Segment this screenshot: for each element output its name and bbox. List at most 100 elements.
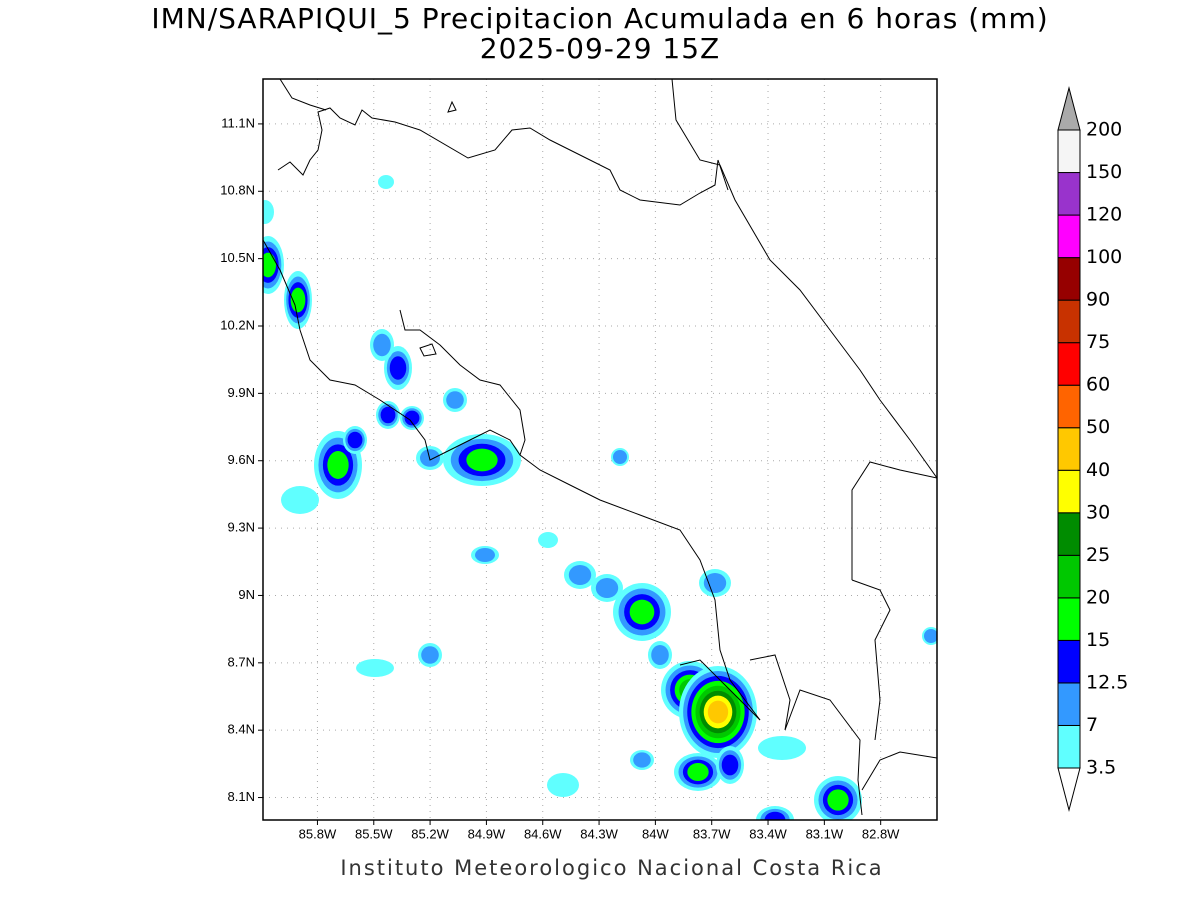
x-tick-label: 83.1W [806, 826, 844, 841]
x-tick-label: 84.6W [524, 826, 562, 841]
precip-cell [721, 754, 739, 776]
colorbar-box [1057, 597, 1081, 641]
colorbar-label: 3.5 [1086, 757, 1116, 779]
precip-cell [327, 451, 349, 479]
precip-cell [475, 548, 495, 562]
coastline [851, 579, 891, 741]
x-tick-label: 84W [642, 826, 669, 841]
precip-cell [758, 736, 806, 760]
y-tick-label: 10.5N [220, 250, 255, 265]
colorbar-label: 12.5 [1086, 671, 1128, 693]
colorbar-label: 150 [1086, 161, 1122, 183]
precip-cell [687, 763, 709, 781]
grid [258, 79, 937, 825]
precip-cell [373, 333, 391, 357]
coastlines [263, 79, 937, 816]
colorbar-label: 75 [1086, 331, 1110, 353]
x-tick-label: 85.5W [355, 826, 393, 841]
colorbar-box [1057, 257, 1081, 301]
precip-cell [538, 532, 558, 548]
y-tick-label: 10.8N [220, 183, 255, 198]
colorbar-label: 120 [1086, 204, 1122, 226]
precip-cell [613, 450, 627, 464]
y-tick-label: 8.4N [228, 722, 255, 737]
precip-cell [568, 565, 592, 585]
y-tick-label: 9.9N [228, 385, 255, 400]
colorbar-box [1057, 554, 1081, 599]
precip-cell [547, 773, 579, 797]
precip-cell [281, 486, 319, 514]
coastline [399, 309, 526, 456]
coastline [263, 239, 761, 721]
colorbar-label: 40 [1086, 459, 1110, 481]
title: IMN/SARAPIQUI_5 Precipitacion Acumulada … [151, 2, 1048, 35]
colorbar-label: 60 [1086, 374, 1110, 396]
lake [419, 343, 437, 357]
coastline [861, 751, 937, 791]
precip-cell [633, 752, 651, 768]
precip-cell [651, 645, 669, 665]
coastline [679, 659, 761, 721]
island [447, 100, 457, 113]
precip-cell [595, 578, 619, 598]
colorbar-box [1057, 384, 1081, 429]
precip-cell [356, 659, 394, 677]
precip-cell [421, 646, 439, 664]
y-tick-label: 9.6N [228, 452, 255, 467]
colorbar: 3.5 7 12.5 15 20 25 30 40 50 60 75 90 100 120 150 200 [1057, 86, 1128, 812]
precipitation-field [263, 175, 937, 820]
y-tick-label: 9N [238, 587, 255, 602]
precip-cell [389, 356, 407, 380]
colorbar-box [1057, 214, 1081, 259]
precip-cell [290, 287, 306, 313]
precip-cell [378, 175, 394, 189]
colorbar-extend-high [1057, 86, 1081, 131]
x-tick-label: 85.2W [411, 826, 449, 841]
colorbar-label: 100 [1086, 246, 1122, 268]
precip-cell [404, 410, 420, 426]
precip-cell [703, 573, 727, 593]
y-tick-label: 8.1N [228, 789, 255, 804]
precip-cell [466, 448, 498, 472]
subtitle: 2025-09-29 15Z [480, 32, 720, 65]
coastline [749, 654, 863, 816]
precip-cell [827, 789, 849, 811]
y-tick-label: 8.7N [228, 654, 255, 669]
colorbar-box [1057, 682, 1081, 726]
colorbar-box [1057, 512, 1081, 556]
colorbar-box [1057, 172, 1081, 216]
x-tick-label: 84.9W [468, 826, 506, 841]
colorbar-box [1057, 299, 1081, 344]
x-tick-label: 82.8W [862, 826, 900, 841]
precip-cell [347, 431, 363, 449]
x-tick-label: 83.4W [749, 826, 787, 841]
map-frame [262, 78, 938, 821]
colorbar-label: 200 [1086, 119, 1122, 141]
coastline [851, 461, 937, 580]
coastline [671, 79, 937, 479]
coastline [277, 107, 729, 206]
y-tick-label: 9.3N [228, 520, 255, 535]
x-tick-label: 83.7W [693, 826, 731, 841]
x-tick-label: 85.8W [299, 826, 337, 841]
colorbar-label: 25 [1086, 544, 1110, 566]
colorbar-label: 30 [1086, 501, 1110, 523]
precip-cell [707, 700, 729, 724]
precip-cell [629, 599, 655, 625]
precip-cell [446, 391, 464, 409]
precip-cell [380, 406, 396, 424]
precip-cell [263, 252, 276, 278]
colorbar-label: 90 [1086, 289, 1110, 311]
colorbar-label: 7 [1086, 714, 1098, 736]
colorbar-box [1057, 639, 1081, 684]
colorbar-box [1057, 427, 1081, 471]
colorbar-box [1057, 129, 1081, 174]
colorbar-box [1057, 342, 1081, 386]
colorbar-label: 15 [1086, 629, 1110, 651]
x-tick-label: 84.3W [580, 826, 618, 841]
y-tick-label: 11.1N [221, 115, 255, 130]
footer: Instituto Meteorologico Nacional Costa R… [340, 856, 883, 880]
colorbar-box [1057, 469, 1081, 514]
coastline [279, 79, 327, 111]
